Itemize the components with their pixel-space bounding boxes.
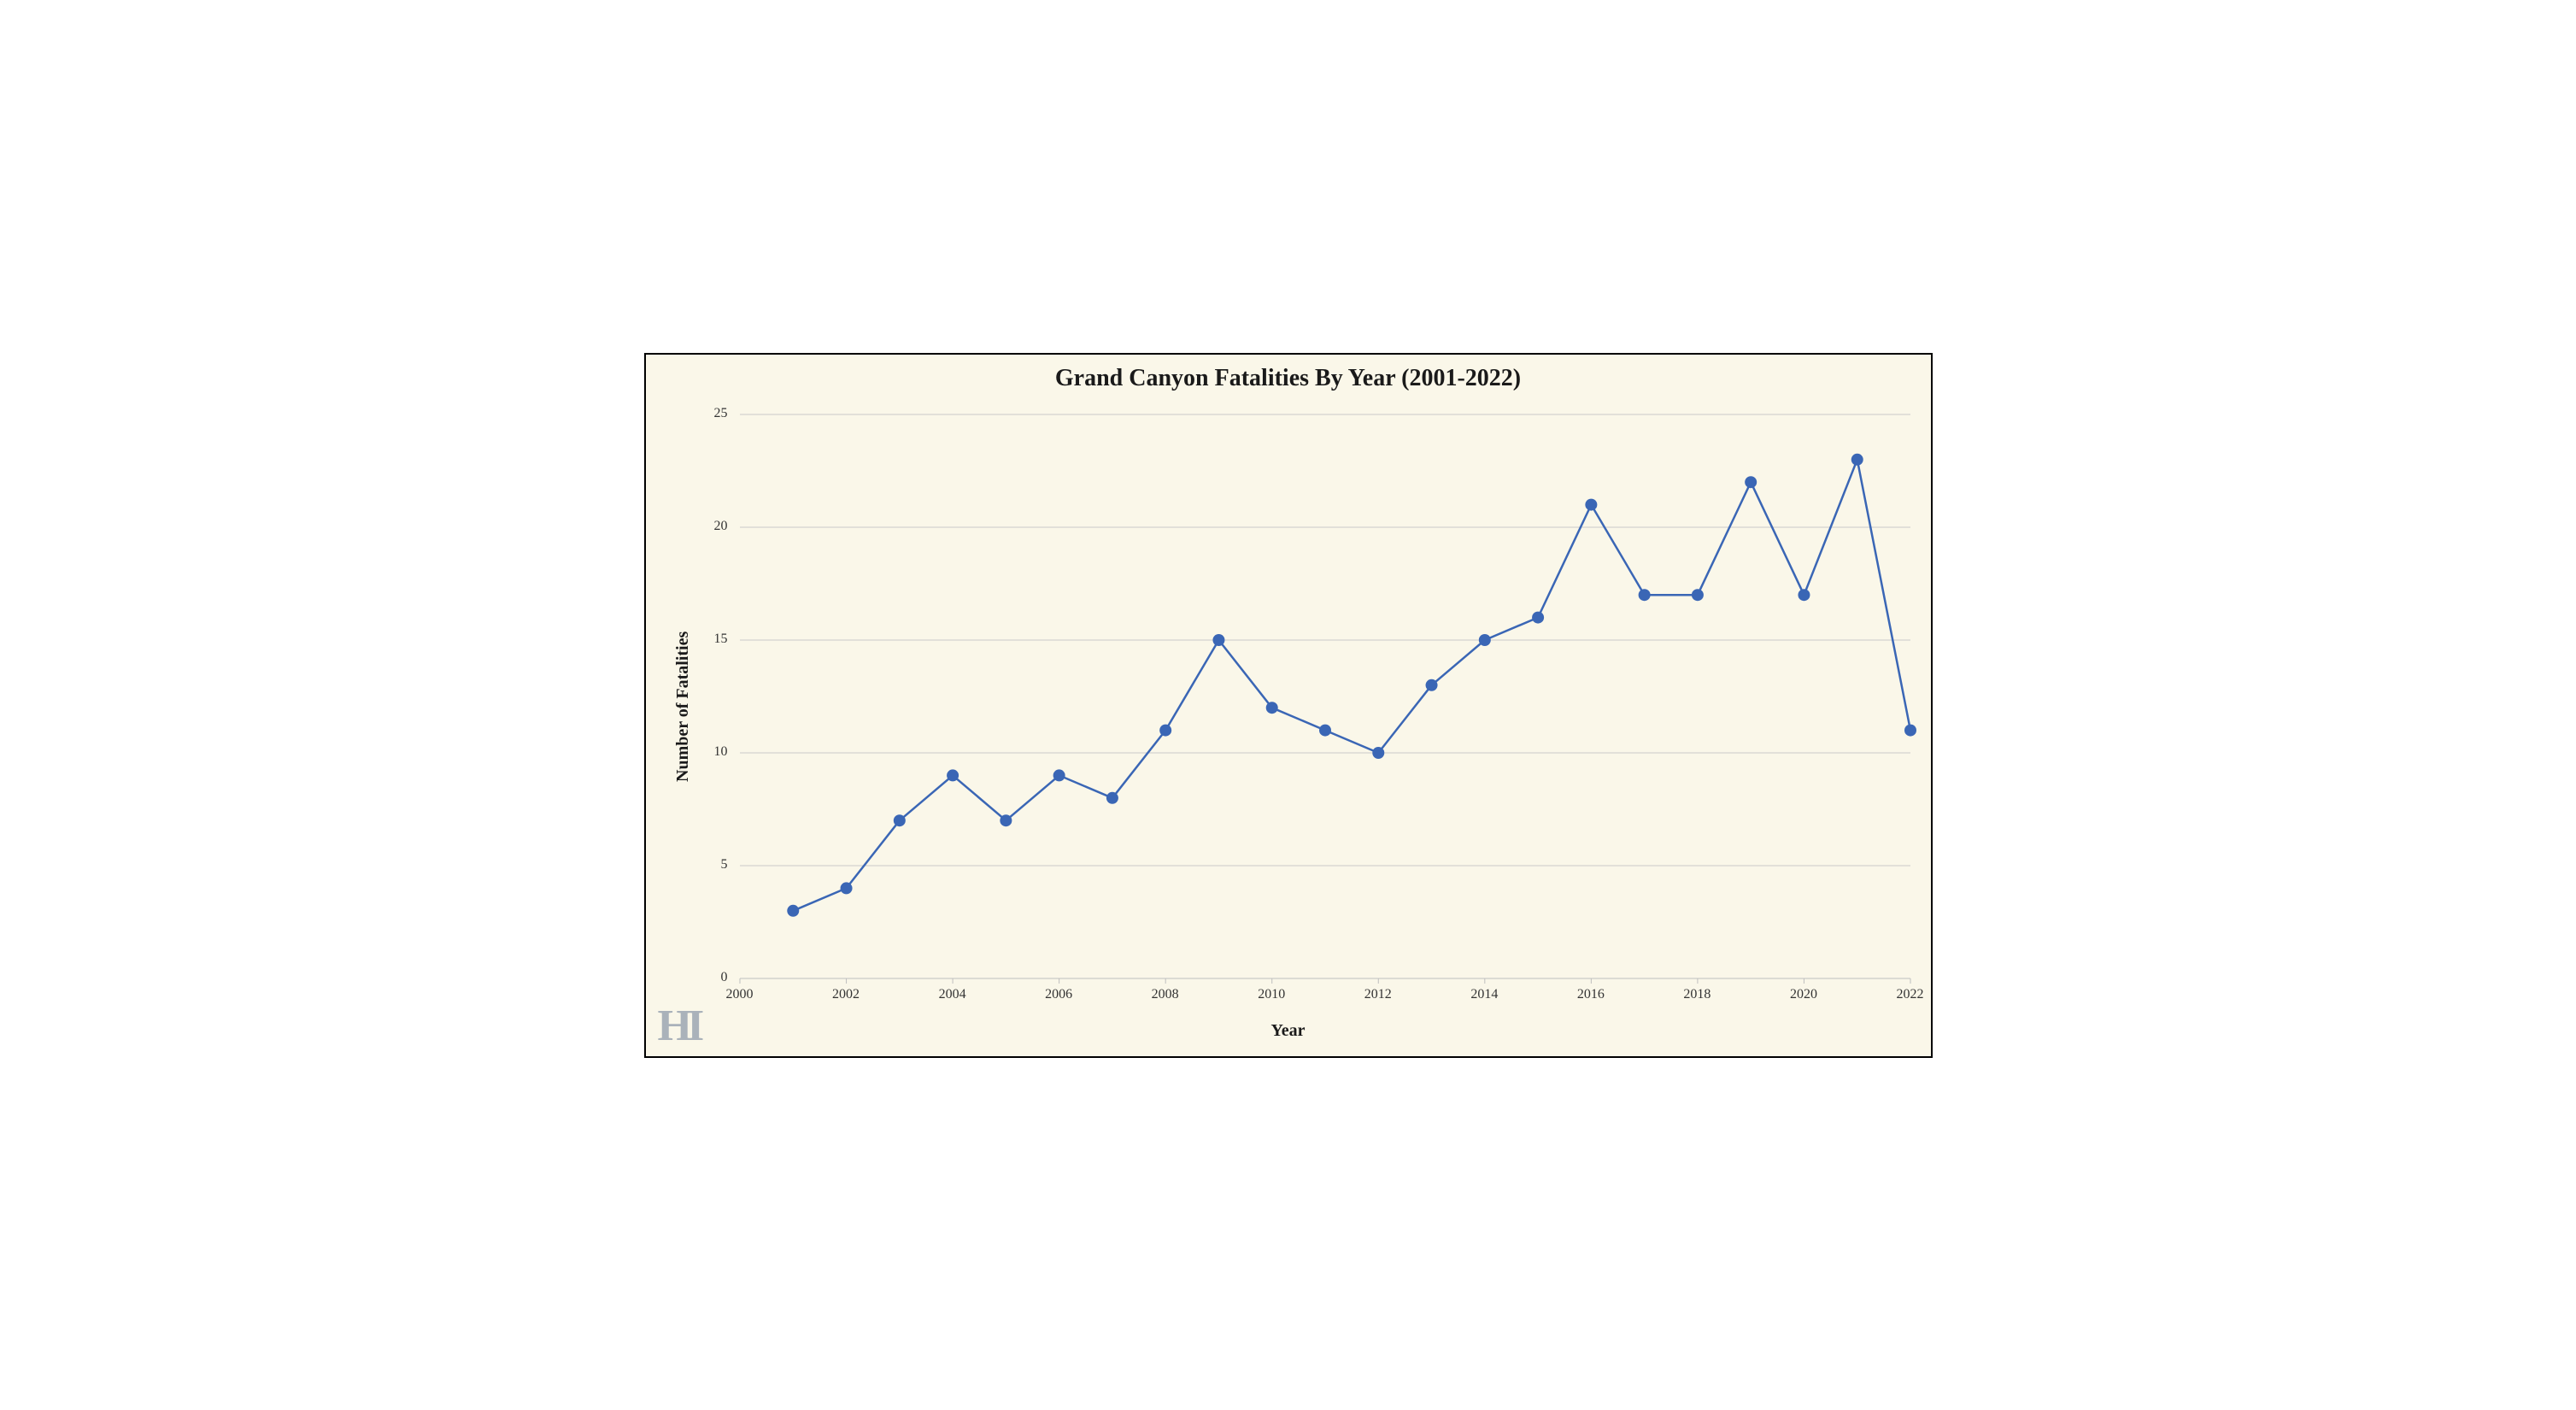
x-tick-label: 2008 (1152, 987, 1179, 1002)
x-tick-label: 2022 (1897, 987, 1924, 1002)
data-point (1691, 589, 1703, 601)
data-point (1425, 679, 1437, 690)
data-point (893, 814, 905, 826)
x-tick-label: 2020 (1790, 987, 1817, 1002)
data-point (1319, 724, 1331, 736)
data-point (1745, 476, 1757, 488)
chart-svg (646, 355, 1934, 1060)
data-point (1000, 814, 1012, 826)
chart-frame: Grand Canyon Fatalities By Year (2001-20… (644, 353, 1933, 1058)
data-point (1212, 634, 1224, 646)
y-axis-label: Number of Fatalities (673, 631, 693, 781)
data-point (787, 904, 799, 916)
x-tick-label: 2010 (1258, 987, 1285, 1002)
x-tick-label: 2018 (1683, 987, 1710, 1002)
data-point (1638, 589, 1650, 601)
data-point (947, 769, 959, 781)
data-point (1159, 724, 1171, 736)
data-point (1532, 611, 1544, 623)
data-point (1798, 589, 1810, 601)
x-tick-label: 2006 (1045, 987, 1072, 1002)
y-tick-label: 15 (714, 632, 728, 647)
y-tick-label: 5 (721, 857, 728, 872)
x-tick-label: 2012 (1364, 987, 1392, 1002)
data-point (1585, 498, 1597, 510)
x-tick-label: 2000 (726, 987, 754, 1002)
x-tick-label: 2004 (939, 987, 966, 1002)
data-point (1851, 453, 1863, 465)
data-point (1053, 769, 1065, 781)
y-tick-label: 20 (714, 519, 728, 534)
x-tick-label: 2014 (1470, 987, 1498, 1002)
data-point (1904, 724, 1916, 736)
y-tick-label: 25 (714, 406, 728, 421)
x-axis-label: Year (646, 1021, 1931, 1041)
y-tick-label: 10 (714, 744, 728, 760)
data-point (1478, 634, 1490, 646)
y-tick-label: 0 (721, 970, 728, 985)
x-tick-label: 2016 (1577, 987, 1605, 1002)
x-tick-label: 2002 (832, 987, 860, 1002)
data-point (1372, 747, 1384, 759)
data-point (1265, 702, 1277, 714)
data-point (1106, 791, 1118, 803)
data-point (840, 882, 852, 894)
watermark-logo: HI (658, 1001, 700, 1051)
chart-title: Grand Canyon Fatalities By Year (2001-20… (646, 365, 1931, 392)
